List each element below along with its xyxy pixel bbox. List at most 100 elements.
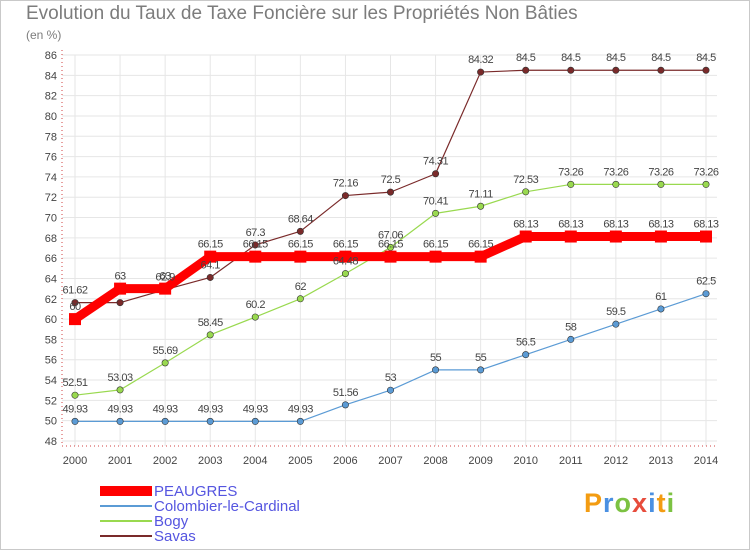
y-tick-label: 60	[45, 314, 57, 326]
data-label: 73.26	[693, 166, 718, 178]
data-point	[567, 66, 575, 74]
legend-swatch	[100, 486, 152, 496]
data-point	[249, 250, 262, 263]
data-point	[477, 366, 485, 374]
legend-item: Bogy	[100, 512, 189, 530]
data-point	[477, 68, 485, 76]
data-point	[116, 386, 124, 394]
data-point	[161, 417, 169, 425]
y-tick-label: 82	[45, 91, 57, 103]
data-label: 59.5	[606, 306, 626, 318]
data-point	[296, 417, 304, 425]
legend-item: Colombier-le-Cardinal	[100, 497, 300, 515]
y-tick-label: 54	[45, 375, 57, 387]
data-label: 68.64	[288, 213, 313, 225]
data-label: 64.48	[333, 256, 358, 268]
data-point	[702, 180, 710, 188]
data-label: 72.5	[381, 174, 401, 186]
data-label: 62.5	[696, 276, 716, 288]
data-label: 63	[160, 271, 172, 283]
data-label: 70.41	[423, 195, 448, 207]
y-tick-label: 56	[45, 355, 57, 367]
data-label: 72.53	[513, 174, 538, 186]
x-tick-label: 2010	[513, 455, 537, 467]
x-tick-label: 2007	[378, 455, 402, 467]
logo-letter: P	[584, 488, 604, 518]
data-label: 84.5	[606, 52, 626, 64]
logo-letter: o	[614, 488, 633, 518]
proxiti-logo: Proxiti	[584, 488, 675, 519]
data-label: 68.13	[558, 219, 583, 231]
data-label: 66.15	[378, 239, 403, 251]
data-point	[477, 202, 485, 210]
x-tick-label: 2009	[468, 455, 492, 467]
data-label: 62.9	[155, 272, 175, 284]
data-point	[612, 180, 620, 188]
data-point	[700, 230, 712, 243]
data-label: 49.93	[288, 403, 313, 415]
data-point	[522, 351, 530, 359]
legend-label: PEAUGRES	[154, 482, 238, 500]
x-tick-label: 2011	[559, 455, 583, 467]
data-label: 56.5	[516, 337, 536, 349]
data-label: 73.26	[558, 166, 583, 178]
data-point	[657, 180, 665, 188]
data-point	[204, 250, 217, 263]
x-tick-label: 2006	[333, 455, 357, 467]
x-tick-label: 2001	[108, 455, 132, 467]
legend-label: Bogy	[154, 512, 189, 530]
data-point	[296, 295, 304, 303]
y-tick-label: 58	[45, 334, 57, 346]
data-point	[474, 250, 487, 263]
data-point	[161, 359, 169, 367]
data-label: 61	[655, 291, 667, 303]
data-point	[429, 250, 442, 263]
y-tick-label: 86	[45, 50, 57, 62]
data-label: 84.5	[696, 52, 716, 64]
data-label: 68.13	[513, 219, 538, 231]
logo-letter: i	[648, 488, 657, 518]
data-point	[71, 417, 79, 425]
y-tick-label: 50	[45, 416, 57, 428]
data-point	[116, 299, 124, 307]
y-tick-label: 64	[45, 273, 57, 285]
data-label: 84.5	[651, 52, 671, 64]
data-point	[564, 230, 577, 243]
y-tick-label: 68	[45, 233, 57, 245]
data-point	[251, 241, 259, 249]
data-point	[567, 335, 575, 343]
data-point	[251, 313, 259, 321]
data-label: 63	[114, 271, 126, 283]
data-label: 74.31	[423, 156, 448, 168]
data-label: 84.5	[561, 52, 581, 64]
data-label: 49.93	[108, 403, 133, 415]
y-tick-label: 48	[45, 436, 57, 448]
chart-series	[69, 66, 712, 425]
data-point	[159, 282, 172, 295]
legend-swatch	[100, 505, 152, 507]
data-point	[251, 417, 259, 425]
data-label: 49.93	[62, 403, 87, 415]
data-point	[519, 230, 532, 243]
data-point	[386, 386, 394, 394]
data-label: 61.62	[62, 285, 87, 297]
data-point	[386, 243, 394, 251]
legend-label: Colombier-le-Cardinal	[154, 497, 300, 515]
data-point	[384, 250, 397, 263]
data-label: 52.51	[62, 377, 87, 389]
data-point	[206, 331, 214, 339]
chart-data-labels: 60 63 63 66.15 66.15 66.15 66.15 66.15 66.15 66.1…	[62, 52, 719, 415]
data-label: 71.11	[469, 188, 494, 200]
data-label: 68.13	[693, 219, 718, 231]
data-point	[657, 305, 665, 313]
data-point	[386, 188, 394, 196]
data-point	[612, 66, 620, 74]
data-point	[69, 313, 81, 326]
chart-title: Evolution du Taux de Taxe Foncière sur l…	[26, 3, 578, 24]
logo-letter: x	[632, 488, 649, 518]
data-label: 60	[69, 301, 81, 313]
data-label: 67.06	[378, 229, 403, 241]
data-label: 51.56	[333, 387, 358, 399]
data-point	[341, 270, 349, 278]
